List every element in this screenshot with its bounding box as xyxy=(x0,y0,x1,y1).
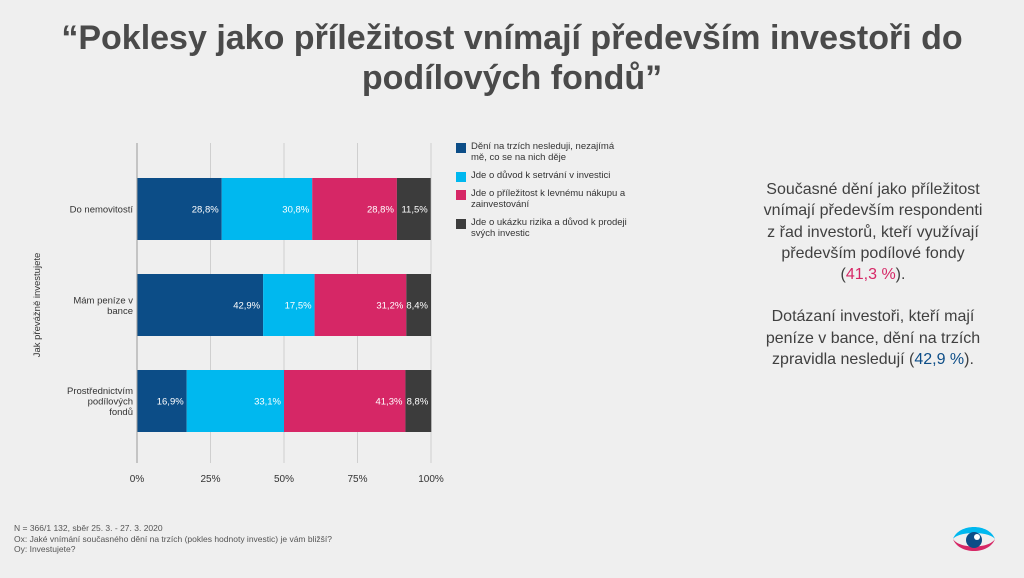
slide-title: “Poklesy jako příležitost vnímají předev… xyxy=(61,19,963,97)
data-label-2-0: 16,9% xyxy=(157,397,184,408)
x-tick-label-0: 0% xyxy=(130,474,145,485)
info-paragraph-1-text: Současné dění jako příležitost vnímají p… xyxy=(763,181,983,284)
legend-label-2: Jde o příležitost k levnému nákupu a zai… xyxy=(471,188,626,210)
data-label-1-2: 31,2% xyxy=(376,301,403,312)
legend-item-1: Jde o důvod k setrvání v investici xyxy=(456,170,628,182)
chart-legend: Dění na trzích nesleduji, nezajímá mě, c… xyxy=(456,141,628,246)
bar-1-3 xyxy=(406,274,431,336)
bar-1-1 xyxy=(263,274,315,336)
legend-item-2: Jde o příležitost k levnému nákupu a zai… xyxy=(456,188,628,210)
data-label-2-2: 41,3% xyxy=(375,397,402,408)
x-tick-label-2: 50% xyxy=(274,474,294,485)
legend-label-1: Jde o důvod k setrvání v investici xyxy=(471,170,611,181)
info-text-block: Současné dění jako příležitost vnímají p… xyxy=(762,179,984,391)
legend-label-3: Jde o ukázku rizika a důvod k prodeji sv… xyxy=(471,217,627,239)
category-label-0: Do nemovitostí xyxy=(70,205,134,216)
bar-1-0 xyxy=(137,274,264,336)
bar-2-1 xyxy=(186,370,284,432)
x-tick-label-4: 100% xyxy=(418,474,444,485)
data-label-0-2: 28,8% xyxy=(367,205,394,216)
legend-item-3: Jde o ukázku rizika a důvod k prodeji sv… xyxy=(456,217,628,239)
footnote: N = 366/1 132, sběr 25. 3. - 27. 3. 2020… xyxy=(14,523,332,555)
data-label-1-1: 17,5% xyxy=(285,301,312,312)
x-tick-label-1: 25% xyxy=(200,474,220,485)
data-label-2-1: 33,1% xyxy=(254,397,281,408)
category-label-2: Prostřednictvím podílových fondů xyxy=(67,386,133,418)
chart-bars xyxy=(137,178,432,432)
eye-logo-icon xyxy=(953,527,995,551)
bar-0-0 xyxy=(137,178,222,240)
info-paragraph-2-end: ). xyxy=(964,351,974,369)
info-paragraph-1-end: ). xyxy=(895,266,906,284)
legend-item-0: Dění na trzích nesleduji, nezajímá mě, c… xyxy=(456,141,628,163)
legend-swatch-0 xyxy=(456,143,466,153)
data-label-1-0: 42,9% xyxy=(233,301,260,312)
bar-1-2 xyxy=(314,274,407,336)
info-highlight-bank: 42,9 % xyxy=(914,351,965,369)
data-label-0-0: 28,8% xyxy=(192,205,219,216)
category-label-1: Mám peníze v bance xyxy=(73,295,133,317)
data-label-0-3: 11,5% xyxy=(401,205,428,216)
info-highlight-fonds: 41,3 % xyxy=(845,266,896,284)
bar-2-3 xyxy=(405,370,432,432)
bar-2-2 xyxy=(284,370,406,432)
footnote-x-question: Ox: Jaké vnímání současného dění na trzí… xyxy=(14,533,332,544)
legend-swatch-3 xyxy=(456,219,466,229)
info-paragraph-2-text: Dotázaní investoři, kteří mají peníze v … xyxy=(765,308,981,369)
chart-labels: 0% 25% 50% 75% 100% 28,8% 30,8% 28,8% 11,5% 42,9%… xyxy=(32,205,444,486)
bar-0-1 xyxy=(221,178,313,240)
bar-2-0 xyxy=(137,370,187,432)
footnote-y-question: Oy: Investujete? xyxy=(14,544,76,554)
y-axis-title: Jak převážně investujete xyxy=(32,253,43,358)
info-paragraph-1: Současné dění jako příležitost vnímají p… xyxy=(762,179,984,285)
info-paragraph-2: Dotázaní investoři, kteří mají peníze v … xyxy=(762,306,984,370)
data-label-1-3: 8,4% xyxy=(406,301,428,312)
footnote-sample: N = 366/1 132, sběr 25. 3. - 27. 3. 2020 xyxy=(14,523,163,533)
bar-0-3 xyxy=(396,178,431,240)
legend-label-0: Dění na trzích nesleduji, nezajímá mě, c… xyxy=(471,141,615,163)
data-label-2-3: 8,8% xyxy=(407,397,429,408)
legend-swatch-1 xyxy=(456,172,466,182)
x-tick-label-3: 75% xyxy=(347,474,367,485)
legend-swatch-2 xyxy=(456,190,466,200)
bar-0-2 xyxy=(312,178,397,240)
data-label-0-1: 30,8% xyxy=(282,205,309,216)
